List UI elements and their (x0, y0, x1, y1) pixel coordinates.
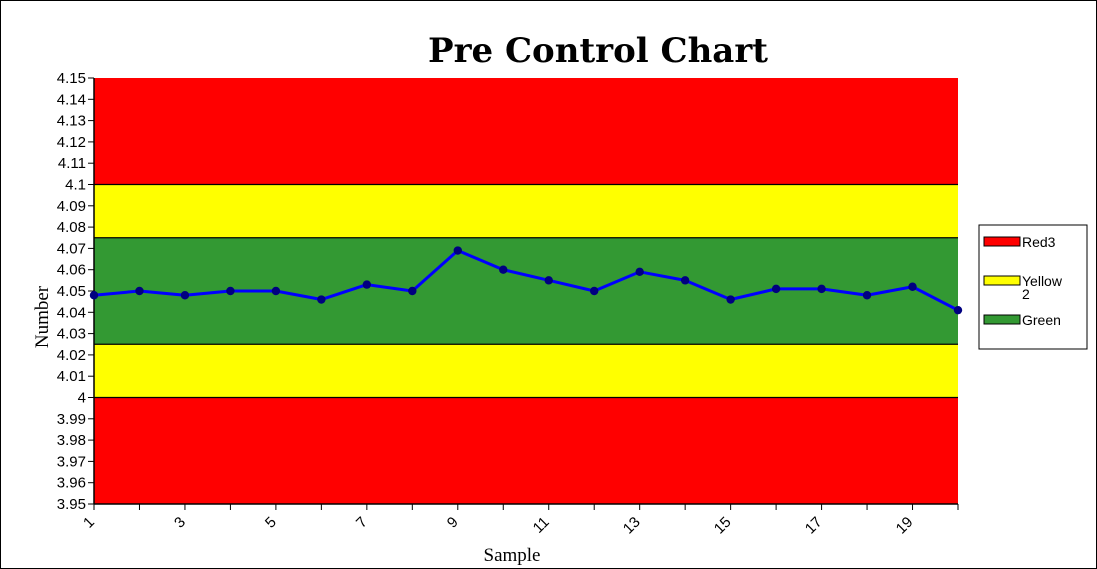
y-tick-label: 4.13 (57, 113, 86, 130)
x-tick-label: 17 (802, 514, 826, 538)
x-tick-label: 3 (171, 514, 189, 532)
x-tick-label: 11 (530, 514, 553, 537)
x-tick-label: 19 (893, 514, 917, 538)
zone-yellow-top (94, 184, 958, 238)
y-tick-label: 4.1 (65, 177, 86, 194)
axes: 4.15 4.14 4.13 4.12 4.11 4.1 4.09 4.08 4.07 4.06 4… (57, 70, 959, 538)
y-tick-label: 4.12 (57, 134, 86, 151)
data-point (362, 280, 372, 289)
data-series (89, 246, 963, 315)
data-point (271, 286, 281, 296)
x-tick-label: 13 (620, 514, 644, 538)
y-tick-label: 3.98 (57, 432, 86, 449)
y-tick-label: 3.95 (57, 496, 86, 513)
legend-swatch (983, 236, 1021, 247)
data-point (590, 286, 599, 296)
control-zones (94, 78, 958, 504)
data-point (953, 305, 963, 315)
y-tick-label: 4.14 (57, 91, 86, 108)
zone-red-bottom (94, 397, 958, 504)
data-point (226, 286, 235, 296)
data-point (408, 286, 417, 296)
y-tick-label: 4.05 (57, 283, 86, 300)
y-tick-label: 4.06 (57, 262, 86, 279)
y-tick-label: 4.08 (57, 219, 86, 236)
y-tick-label: 4.01 (57, 368, 86, 385)
legend: Red3 Yellow 2 Green (978, 224, 1088, 350)
x-tick-label: 15 (711, 514, 735, 538)
data-point (89, 291, 99, 300)
y-tick-label: 3.97 (57, 453, 86, 470)
data-point (317, 295, 326, 304)
y-tick-label: 3.96 (57, 475, 86, 492)
x-tick-label: 1 (80, 514, 98, 532)
legend-swatch (983, 275, 1021, 286)
x-tick-label: 9 (444, 514, 462, 532)
data-point (726, 295, 735, 304)
y-axis-title: Number (32, 285, 53, 348)
data-point (135, 286, 144, 296)
legend-label: Yellow 2 (1022, 273, 1063, 302)
y-tick-label: 4.02 (57, 347, 86, 364)
data-point (544, 276, 553, 285)
data-point (680, 276, 690, 285)
legend-label: Green (1022, 312, 1061, 328)
data-point (499, 265, 508, 274)
y-tick-label: 4.03 (57, 326, 86, 343)
y-tick-label: 4.07 (57, 240, 86, 257)
series-line (93, 249, 959, 312)
y-tick-label: 4.11 (58, 155, 86, 172)
legend-swatch (983, 314, 1021, 325)
zone-red-top (94, 78, 958, 185)
data-point (862, 291, 872, 300)
zone-yellow-bottom (94, 344, 958, 398)
data-point (817, 284, 826, 294)
x-tick-label: 7 (353, 514, 371, 532)
x-tick-label: 5 (262, 514, 280, 532)
data-point (771, 284, 781, 294)
y-tick-label: 4.04 (57, 304, 86, 321)
data-point (635, 267, 644, 277)
data-point (180, 291, 190, 300)
y-tick-label: 4 (78, 390, 86, 407)
data-point (453, 246, 462, 255)
legend-label: Red3 (1022, 234, 1056, 250)
data-point (908, 282, 917, 291)
x-axis-title: Sample (484, 545, 541, 566)
y-tick-label: 4.15 (57, 70, 86, 87)
y-tick-label: 3.99 (57, 411, 86, 428)
y-tick-label: 4.09 (57, 198, 86, 215)
chart-title: Pre Control Chart (428, 31, 768, 71)
